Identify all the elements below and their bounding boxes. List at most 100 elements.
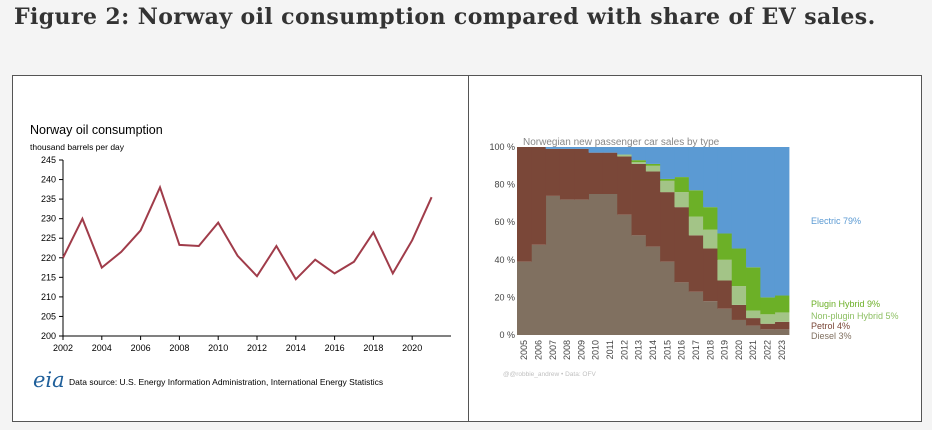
oil-x-tick-label: 2016 <box>325 343 345 353</box>
area-segment <box>774 147 790 296</box>
area-non-plugin-hybrid <box>617 154 790 324</box>
oil-chart-title: Norway oil consumption <box>30 123 163 137</box>
area-segment <box>617 147 632 155</box>
area-segment <box>703 207 718 230</box>
oil-y-tick-label: 220 <box>41 253 56 263</box>
oil-x-tick-label: 2018 <box>363 343 383 353</box>
car-sales-chart-title: Norwegian new passenger car sales by typ… <box>523 137 720 148</box>
sales-x-tick-label: 2019 <box>720 340 730 360</box>
area-segment <box>760 323 776 330</box>
area-segment <box>531 244 547 335</box>
sales-y-tick-label: 60 % <box>494 217 515 227</box>
area-segment <box>703 147 718 208</box>
area-segment <box>660 261 675 335</box>
area-segment <box>731 304 747 320</box>
area-segment <box>731 147 747 249</box>
area-segment <box>631 147 647 161</box>
sales-x-tick-label: 2008 <box>562 340 572 360</box>
area-segment <box>688 190 704 217</box>
legend-entry: Diesel 3% <box>811 331 852 341</box>
area-segment <box>760 329 776 335</box>
area-segment <box>703 301 718 335</box>
area-petrol <box>517 147 790 330</box>
oil-consumption-panel: Norway oil consumption thousand barrels … <box>12 75 469 422</box>
sales-y-tick-label: 100 % <box>489 142 515 152</box>
oil-y-tick-label: 245 <box>41 155 56 165</box>
area-electric <box>545 147 790 298</box>
area-segment <box>674 147 690 178</box>
area-segment <box>588 194 604 335</box>
area-segment <box>645 246 661 335</box>
area-segment <box>703 248 718 302</box>
area-segment <box>688 216 704 236</box>
area-segment <box>774 329 790 335</box>
area-segment <box>545 147 561 149</box>
oil-y-tick-label: 200 <box>41 331 56 341</box>
area-segment <box>688 147 704 191</box>
area-segment <box>545 195 561 335</box>
oil-y-tick-label: 230 <box>41 214 56 224</box>
area-segment <box>559 148 575 200</box>
area-segment <box>617 214 632 335</box>
oil-x-tick-label: 2002 <box>53 343 73 353</box>
area-segment <box>674 282 690 335</box>
area-segment <box>746 147 761 268</box>
area-segment <box>746 267 761 311</box>
oil-consumption-chart: Norway oil consumption thousand barrels … <box>30 123 451 387</box>
area-segment <box>660 192 675 262</box>
area-segment <box>517 147 532 262</box>
area-segment <box>559 147 575 149</box>
area-segment <box>717 147 733 234</box>
eia-source-text: Data source: U.S. Energy Information Adm… <box>69 377 383 387</box>
area-segment <box>674 192 690 208</box>
area-segment <box>588 147 604 153</box>
area-plugin-hybrid <box>631 160 790 315</box>
sales-x-tick-label: 2014 <box>648 340 658 360</box>
area-segment <box>717 280 733 309</box>
oil-y-tick-label: 240 <box>41 175 56 185</box>
car-sales-chart: Norwegian new passenger car sales by typ… <box>489 137 898 378</box>
oil-y-tick-label: 225 <box>41 233 56 243</box>
sales-x-tick-label: 2006 <box>533 340 543 360</box>
sales-x-tick-label: 2010 <box>591 340 601 360</box>
area-segment <box>717 233 733 260</box>
sales-x-tick-label: 2009 <box>576 340 586 360</box>
area-segment <box>545 148 561 196</box>
oil-x-tick-label: 2004 <box>92 343 112 353</box>
area-segment <box>574 148 589 200</box>
legend-entry: Plugin Hybrid 9% <box>811 299 880 309</box>
area-segment <box>703 229 718 249</box>
area-segment <box>746 310 761 319</box>
area-diesel <box>517 194 790 335</box>
sales-y-tick-label: 80 % <box>494 180 515 190</box>
figure-title: Figure 2: Norway oil consumption compare… <box>14 4 876 30</box>
area-segment <box>531 147 547 245</box>
area-segment <box>631 163 647 236</box>
sales-x-tick-label: 2007 <box>548 340 558 360</box>
area-segment <box>717 259 733 281</box>
area-segment <box>588 152 604 194</box>
area-segment <box>645 165 661 172</box>
area-segment <box>660 180 675 193</box>
oil-y-tick-label: 205 <box>41 311 56 321</box>
oil-y-tick-label: 210 <box>41 292 56 302</box>
area-segment <box>645 171 661 247</box>
sales-x-tick-label: 2016 <box>677 340 687 360</box>
area-segment <box>774 312 790 322</box>
area-segment <box>674 177 690 193</box>
area-segment <box>645 163 661 166</box>
sales-y-tick-label: 20 % <box>494 292 515 302</box>
sales-x-tick-label: 2022 <box>763 340 773 360</box>
sales-x-tick-label: 2012 <box>619 340 629 360</box>
oil-x-tick-label: 2012 <box>247 343 267 353</box>
area-segment <box>746 325 761 335</box>
legend-entry: Petrol 4% <box>811 321 850 331</box>
sales-x-tick-label: 2013 <box>634 340 644 360</box>
oil-x-tick-label: 2010 <box>208 343 228 353</box>
area-segment <box>645 147 661 164</box>
sales-x-tick-label: 2021 <box>748 340 758 360</box>
oil-x-tick-label: 2014 <box>286 343 306 353</box>
area-segment <box>688 235 704 292</box>
area-segment <box>774 321 790 330</box>
sales-x-tick-label: 2017 <box>691 340 701 360</box>
